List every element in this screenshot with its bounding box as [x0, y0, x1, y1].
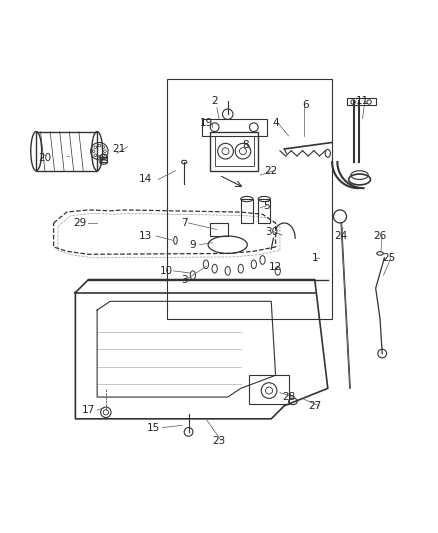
Text: 10: 10	[160, 266, 173, 276]
Text: 2: 2	[212, 96, 218, 106]
Text: 4: 4	[272, 118, 279, 128]
Text: 15: 15	[147, 423, 160, 433]
Bar	[201, 118, 267, 136]
Text: 30: 30	[265, 227, 278, 237]
Text: 26: 26	[374, 231, 387, 241]
Text: 28: 28	[282, 392, 295, 402]
Text: 3: 3	[181, 274, 187, 285]
Text: 21: 21	[112, 144, 126, 154]
Text: 27: 27	[308, 401, 321, 411]
Text: 25: 25	[382, 253, 396, 263]
Bar	[215, 136, 254, 166]
Bar	[347, 98, 376, 106]
Text: 8: 8	[242, 140, 248, 150]
Bar	[241, 199, 253, 223]
Text: 11: 11	[356, 96, 369, 106]
Bar	[210, 223, 228, 236]
Text: 14: 14	[138, 174, 152, 184]
Text: 5: 5	[264, 200, 270, 211]
Text: 12: 12	[269, 262, 282, 271]
Text: 13: 13	[138, 231, 152, 241]
Text: 6: 6	[303, 100, 309, 110]
Bar	[210, 132, 258, 171]
Text: 1: 1	[311, 253, 318, 263]
Bar	[258, 199, 270, 223]
Bar	[167, 79, 332, 319]
Text: 22: 22	[265, 166, 278, 176]
Text: 9: 9	[190, 240, 196, 250]
Text: 19: 19	[199, 118, 212, 128]
Text: 23: 23	[212, 435, 226, 446]
Text: 17: 17	[82, 405, 95, 415]
Text: 24: 24	[334, 231, 347, 241]
Bar	[100, 157, 107, 162]
Bar	[36, 132, 97, 171]
Text: 7: 7	[181, 218, 187, 228]
Text: 20: 20	[39, 152, 52, 163]
Bar	[250, 375, 289, 403]
Text: 29: 29	[73, 218, 86, 228]
